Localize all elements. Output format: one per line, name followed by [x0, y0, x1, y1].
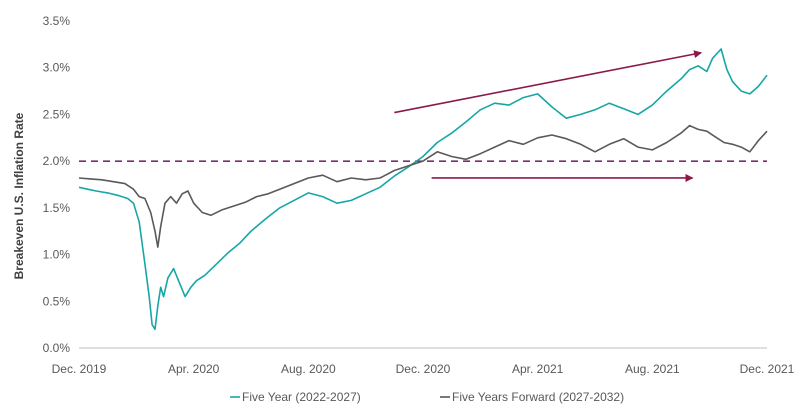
- y-tick-label: 3.5%: [43, 14, 71, 28]
- trend-arrow-1: [394, 50, 703, 114]
- y-axis-label: Breakeven U.S. Inflation Rate: [12, 112, 26, 279]
- series-line-five-year: [78, 48, 768, 331]
- x-tick-label: Apr. 2021: [512, 362, 564, 376]
- x-tick-label: Aug. 2020: [281, 362, 336, 376]
- y-tick-label: 1.5%: [43, 201, 71, 215]
- x-tick-label: Dec. 2021: [740, 362, 795, 376]
- legend-label: Five Year (2022-2027): [242, 390, 361, 404]
- arrow-annotations: [394, 50, 703, 182]
- y-tick-label: 2.0%: [43, 154, 71, 168]
- y-tick-label: 2.5%: [43, 107, 71, 121]
- series-line-five-years-forward: [78, 124, 768, 248]
- x-tick-label: Apr. 2020: [168, 362, 220, 376]
- series-layer: [78, 48, 768, 331]
- y-tick-label: 0.0%: [43, 341, 71, 355]
- y-tick-labels: 0.0% 0.5% 1.0% 1.5% 2.0% 2.5% 3.0% 3.5%: [43, 14, 71, 355]
- legend: Five Year (2022-2027) Five Years Forward …: [230, 390, 624, 404]
- x-tick-label: Aug. 2021: [625, 362, 680, 376]
- y-tick-label: 1.0%: [43, 248, 71, 262]
- x-tick-labels: Dec. 2019 Apr. 2020 Aug. 2020 Dec. 2020 Apr.…: [52, 362, 795, 376]
- y-tick-label: 0.5%: [43, 294, 71, 308]
- y-tick-label: 3.0%: [43, 61, 71, 75]
- x-tick-label: Dec. 2019: [52, 362, 107, 376]
- legend-label: Five Years Forward (2027-2032): [452, 390, 624, 404]
- x-tick-label: Dec. 2020: [396, 362, 451, 376]
